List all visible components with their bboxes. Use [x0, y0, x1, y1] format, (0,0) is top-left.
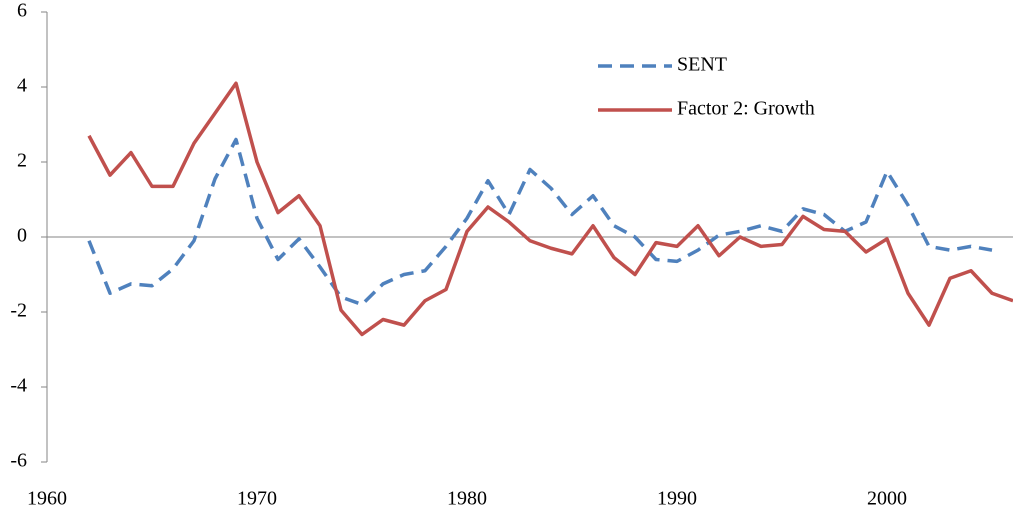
y-tick-label: 6 — [17, 0, 27, 22]
x-tick-label: 1990 — [657, 488, 697, 510]
y-tick-label: -6 — [10, 450, 27, 472]
legend-label: Factor 2: Growth — [677, 98, 815, 120]
x-tick-label: 1960 — [27, 488, 67, 510]
y-tick-label: 0 — [17, 225, 27, 247]
series-line — [87, 81, 1013, 337]
y-tick-label: 4 — [17, 75, 27, 97]
x-tick-label: 1970 — [237, 488, 277, 510]
legend-label: SENT — [677, 54, 727, 76]
y-tick-label: 2 — [17, 150, 27, 172]
x-tick-label: 2000 — [867, 488, 907, 510]
series-line — [87, 137, 993, 307]
y-tick-label: -4 — [10, 375, 27, 397]
y-tick-label: -2 — [10, 300, 27, 322]
x-tick-label: 1980 — [447, 488, 487, 510]
